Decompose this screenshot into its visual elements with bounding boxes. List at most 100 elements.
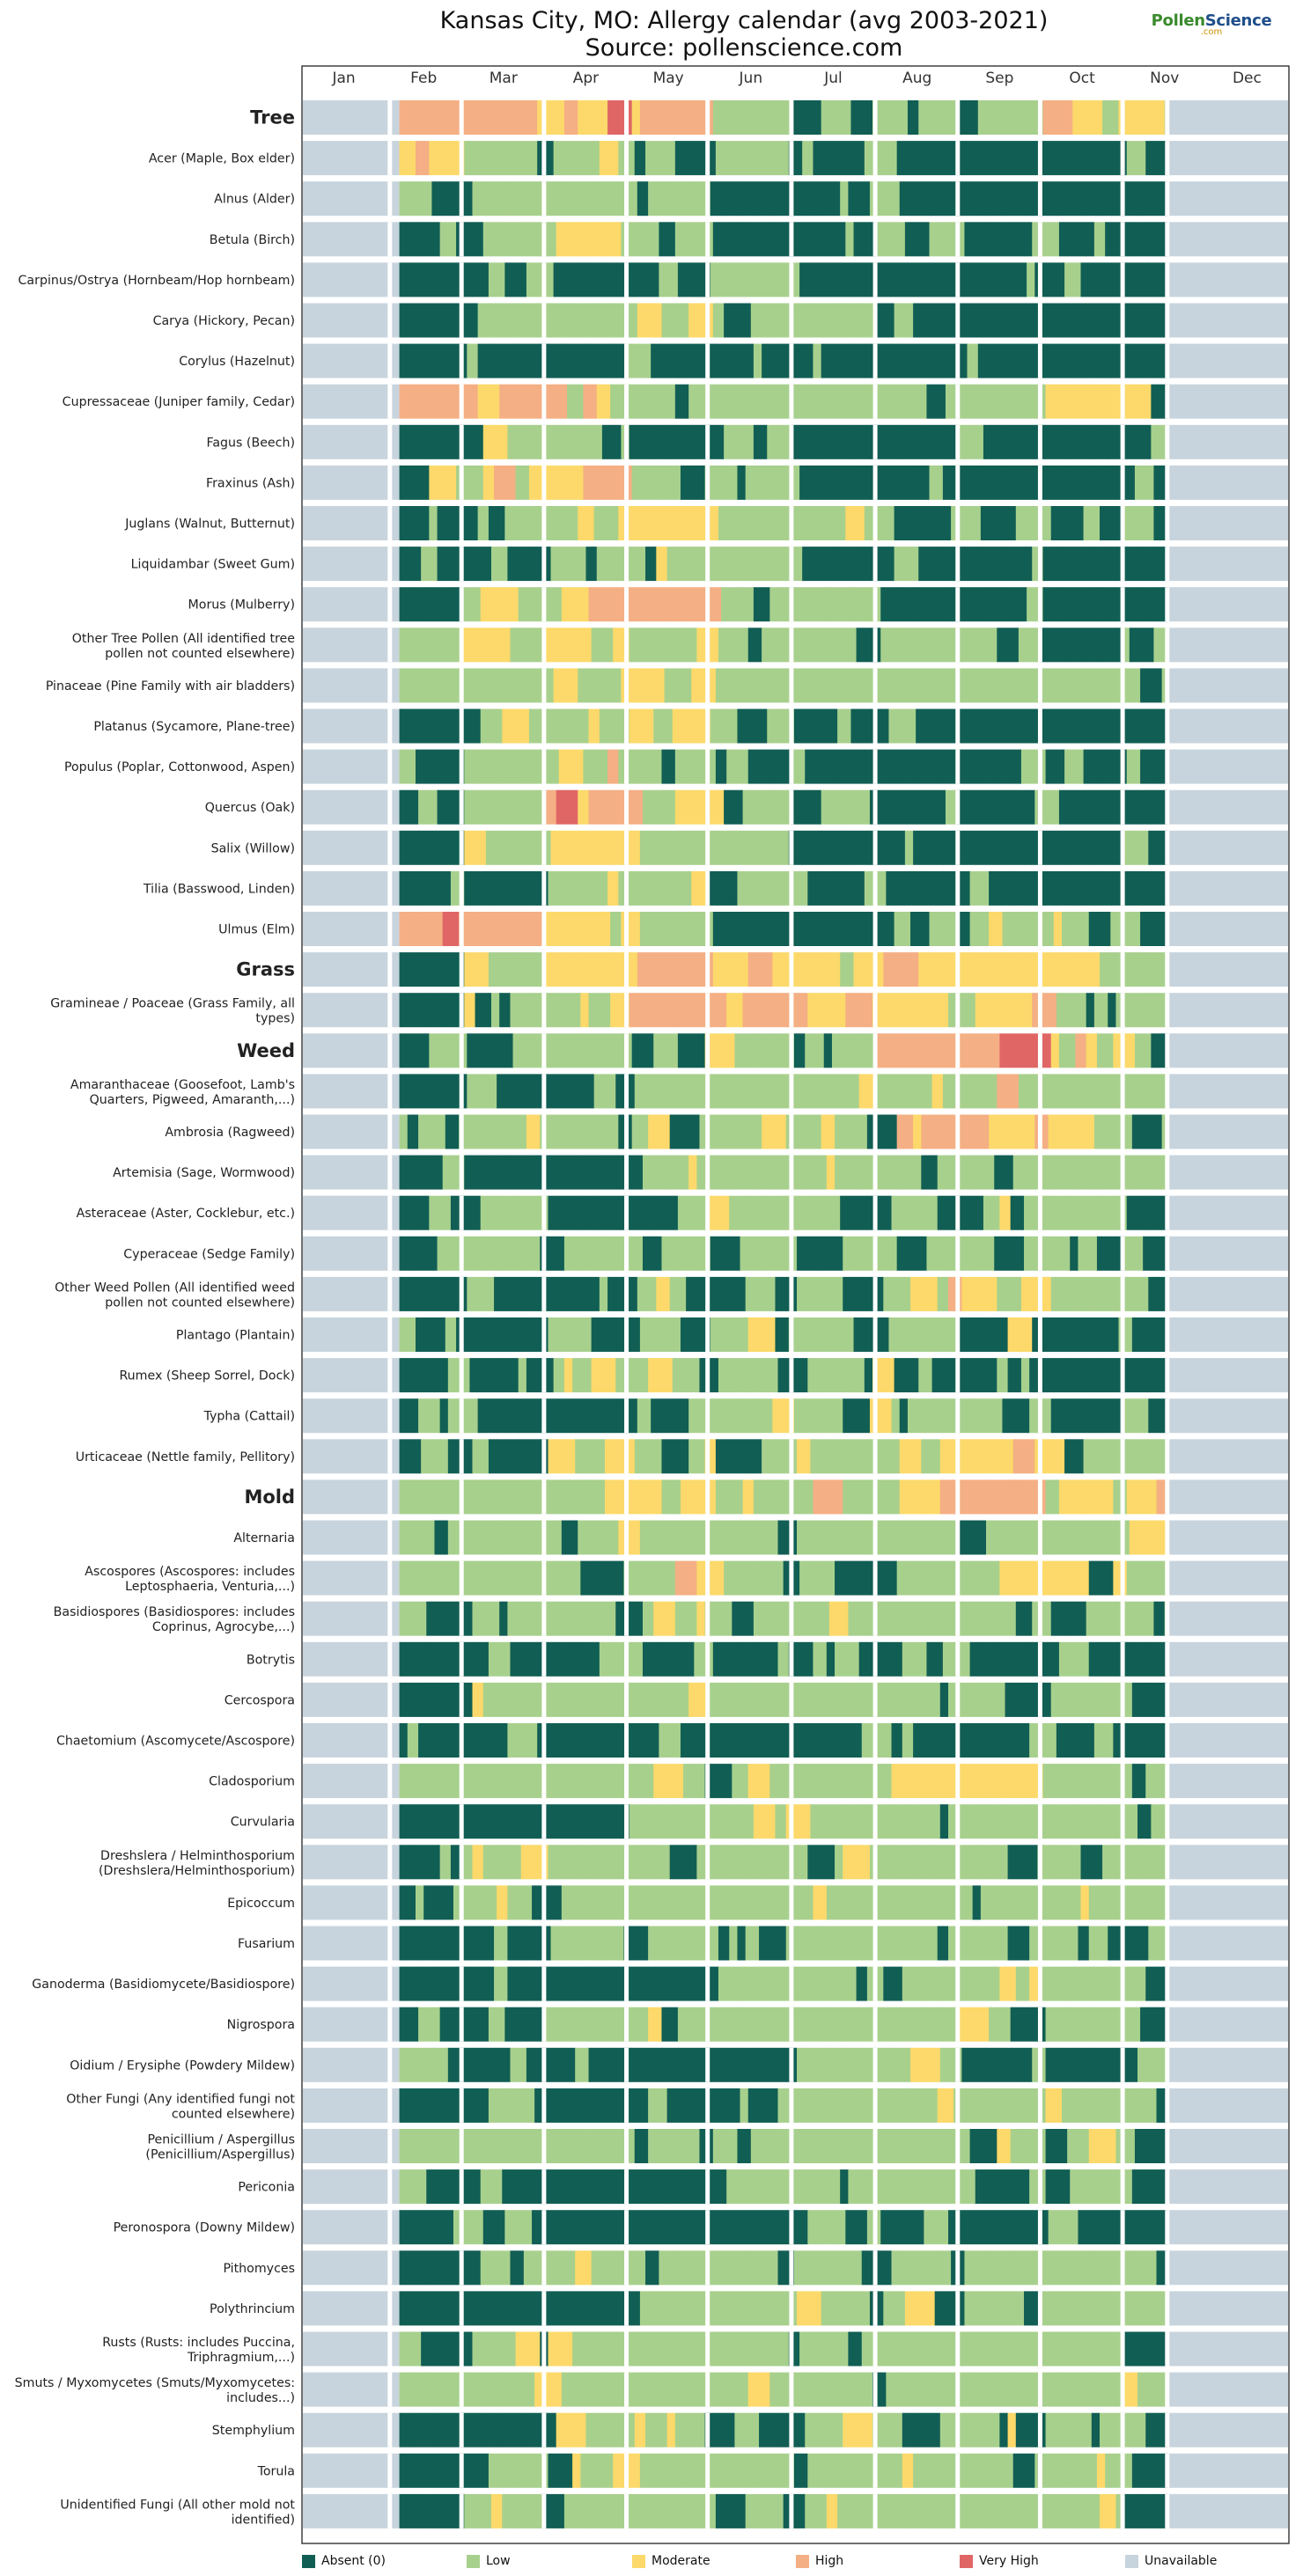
heatmap-cell	[1131, 1641, 1149, 1677]
month-gap	[955, 222, 961, 257]
heatmap-cell	[634, 1074, 659, 1109]
month-gap	[789, 2210, 794, 2245]
heatmap-cell	[480, 1155, 495, 1190]
heatmap-cell	[875, 465, 906, 500]
heatmap-cell	[866, 1114, 898, 1149]
heatmap-cell	[1075, 1764, 1101, 1799]
heatmap-cell	[556, 789, 578, 825]
heatmap-cell	[550, 1033, 578, 1068]
heatmap-cell	[740, 668, 770, 703]
heatmap-cell	[797, 587, 828, 622]
heatmap-cell	[939, 1804, 949, 1839]
heatmap-cell	[1067, 1641, 1090, 1677]
heatmap-cell	[699, 2088, 730, 2123]
month-gap	[1037, 1236, 1042, 1271]
heatmap-cell	[1161, 2047, 1168, 2082]
month-gap	[705, 1804, 710, 1839]
month-gap	[872, 2088, 878, 2123]
heatmap-cell	[880, 2169, 894, 2205]
heatmap-cell	[1058, 222, 1087, 257]
heatmap-cell	[642, 1033, 654, 1068]
month-gap	[387, 1764, 393, 1799]
heatmap-cell	[421, 870, 452, 906]
heatmap-cell	[399, 668, 414, 703]
heatmap-cell	[429, 2372, 460, 2407]
heatmap-cell	[566, 1764, 593, 1799]
heatmap-cell	[578, 506, 595, 540]
heatmap-cell	[1105, 2453, 1133, 2488]
legend-swatch	[1125, 2554, 1138, 2568]
heatmap-cell	[1153, 1560, 1163, 1596]
month-gap	[541, 627, 547, 663]
heatmap-cell	[1091, 830, 1114, 865]
heatmap-cell	[999, 506, 1017, 540]
heatmap-cell	[1102, 1804, 1116, 1839]
heatmap-cell	[828, 1682, 851, 1717]
heatmap-cell	[939, 2412, 952, 2448]
heatmap-cell	[929, 1682, 941, 1717]
cell-unavailable	[303, 384, 400, 419]
heatmap-cell	[740, 181, 755, 217]
heatmap-cell	[694, 1764, 706, 1799]
heatmap-cell	[477, 1804, 500, 1839]
heatmap-cell	[921, 1155, 939, 1190]
month-gap	[789, 952, 794, 987]
heatmap-cell	[929, 1885, 960, 1920]
heatmap-cell	[418, 1723, 449, 1758]
heatmap-cell	[558, 1114, 573, 1149]
heatmap-cell	[821, 2372, 846, 2407]
month-gap	[872, 1155, 878, 1190]
heatmap-cell	[750, 2129, 778, 2163]
heatmap-cell	[585, 1966, 600, 2001]
heatmap-cell	[1045, 2169, 1071, 2205]
heatmap-cell	[793, 1966, 820, 2001]
heatmap-cell	[588, 2493, 606, 2528]
heatmap-cell	[759, 1926, 787, 1961]
month-gap	[387, 1845, 393, 1880]
heatmap-cell	[986, 2047, 997, 2082]
heatmap-cell	[753, 1601, 776, 1636]
heatmap-cell	[502, 1195, 519, 1230]
month-gap	[459, 1723, 464, 1758]
heatmap-cell	[637, 668, 665, 703]
heatmap-cell	[707, 668, 717, 703]
heatmap-cell	[1086, 1358, 1101, 1393]
month-gap	[1165, 1033, 1170, 1068]
heatmap-cell	[907, 262, 924, 297]
month-gap	[705, 1723, 710, 1758]
heatmap-cell	[601, 2088, 619, 2123]
heatmap-cell	[924, 2331, 939, 2367]
heatmap-cell	[1148, 912, 1166, 946]
heatmap-cell	[861, 1276, 884, 1311]
heatmap-cell	[956, 708, 987, 744]
heatmap-cell	[545, 343, 565, 378]
heatmap-cell	[532, 1926, 551, 1961]
heatmap-cell	[866, 1236, 898, 1271]
heatmap-cell	[499, 2331, 517, 2367]
heatmap-cell	[1002, 1398, 1030, 1434]
month-gap	[872, 789, 878, 825]
heatmap-cell	[902, 1966, 922, 2001]
heatmap-cell	[461, 627, 487, 663]
heatmap-cell	[553, 262, 581, 297]
cell-unavailable	[1167, 384, 1288, 419]
heatmap-cell	[510, 2047, 527, 2082]
heatmap-cell	[669, 2291, 684, 2326]
heatmap-cell	[688, 506, 719, 540]
heatmap-cell	[415, 708, 424, 744]
month-gap	[541, 262, 547, 297]
heatmap-cell	[429, 506, 438, 540]
heatmap-cell	[769, 465, 800, 500]
heatmap-cell	[651, 1195, 679, 1230]
heatmap-cell	[924, 2007, 941, 2042]
heatmap-cell	[482, 1845, 497, 1880]
pollenscience-logo[interactable]: PollenScience .com	[1150, 11, 1273, 37]
heatmap-cell	[926, 1601, 941, 1636]
heatmap-cell	[1115, 1804, 1138, 1839]
heatmap-cell	[610, 343, 627, 378]
heatmap-cell	[674, 547, 697, 582]
heatmap-cell	[710, 1885, 722, 1920]
month-gap	[955, 100, 961, 135]
month-gap	[789, 2129, 794, 2163]
heatmap-cell	[1050, 1885, 1081, 1920]
